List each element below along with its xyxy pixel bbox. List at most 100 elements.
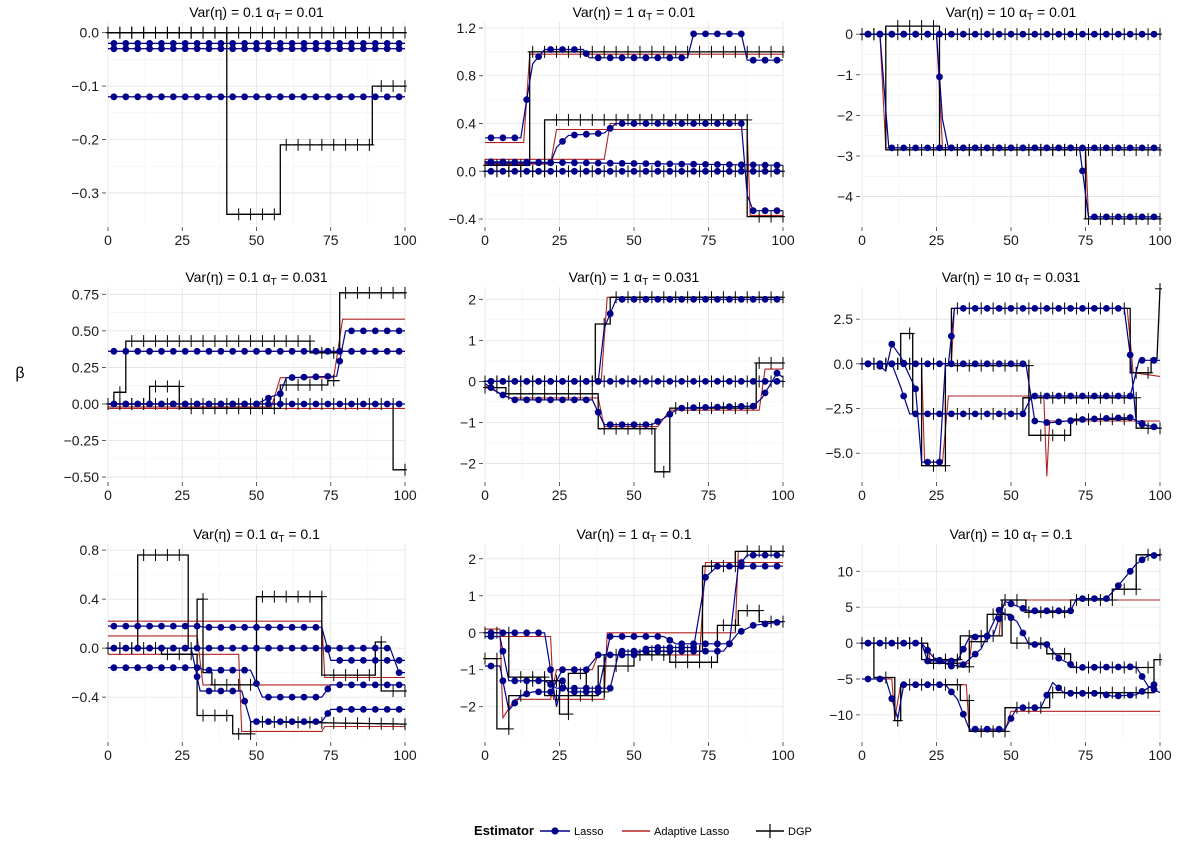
lasso-point: [737, 403, 745, 410]
lasso-point: [912, 681, 919, 689]
lasso-point: [936, 410, 943, 418]
lasso-point: [1103, 415, 1110, 422]
lasso-point: [523, 677, 531, 685]
lasso-point: [559, 159, 566, 167]
lasso-point: [146, 347, 154, 355]
lasso-point: [324, 45, 332, 53]
lasso-point: [948, 30, 955, 38]
lasso-point: [324, 400, 332, 408]
lasso-point: [241, 45, 249, 53]
lasso-point: [205, 623, 213, 631]
lasso-point: [749, 622, 757, 629]
lasso-point: [487, 378, 495, 385]
lasso-point: [360, 706, 367, 713]
lasso-point: [761, 167, 769, 175]
lasso-point: [288, 40, 296, 47]
lasso-point: [1114, 663, 1122, 671]
lasso-point: [395, 681, 403, 689]
lasso-point: [594, 167, 602, 175]
lasso-point: [535, 688, 542, 696]
lasso-point: [959, 305, 967, 312]
lasso-point: [1019, 305, 1027, 312]
lasso-point: [1067, 661, 1074, 668]
lasso-point: [1079, 595, 1086, 602]
lasso-point: [158, 45, 165, 53]
lasso-point: [571, 46, 578, 53]
lasso-point: [134, 644, 142, 652]
lasso-point: [959, 360, 967, 368]
lasso-point: [948, 662, 955, 670]
lasso-point: [666, 410, 674, 418]
lasso-point: [158, 644, 165, 652]
lasso-point: [383, 681, 391, 689]
lasso-point: [110, 400, 118, 408]
legend-label-adaptive-lasso: Adaptive Lasso: [654, 826, 729, 838]
x-tick-label: 75: [323, 232, 339, 248]
lasso-point: [737, 559, 745, 566]
lasso-point: [122, 347, 130, 355]
lasso-point: [288, 718, 296, 725]
lasso-point: [395, 706, 403, 713]
lasso-point: [924, 360, 931, 368]
lasso-point: [900, 639, 908, 647]
lasso-point: [1103, 663, 1110, 671]
lasso-point: [1019, 360, 1027, 368]
legend-item-dgp: DGP: [756, 824, 812, 838]
lasso-point: [523, 158, 531, 166]
lasso-point: [146, 93, 154, 101]
lasso-point: [924, 646, 931, 654]
lasso-point: [995, 144, 1003, 152]
lasso-point: [654, 120, 662, 127]
lasso-point: [594, 54, 602, 62]
lasso-point: [654, 295, 662, 303]
lasso-point: [618, 378, 626, 385]
lasso-point: [499, 134, 507, 142]
lasso-point: [924, 458, 931, 466]
lasso-point: [371, 644, 379, 652]
lasso-point: [559, 684, 566, 692]
lasso-point: [276, 40, 284, 47]
lasso-point: [288, 693, 296, 701]
lasso-point: [678, 295, 686, 303]
lasso-point: [110, 644, 118, 652]
lasso-point: [888, 360, 896, 368]
lasso-point: [1091, 144, 1098, 152]
lasso-point: [499, 677, 507, 685]
lasso-point: [1031, 417, 1039, 425]
lasso-point: [547, 688, 554, 696]
lasso-point: [1079, 30, 1086, 38]
lasso-point: [360, 644, 367, 652]
y-tick-label: 0.4: [457, 116, 477, 132]
lasso-point: [702, 378, 709, 385]
lasso-point: [499, 158, 507, 166]
lasso-point: [924, 681, 931, 689]
x-tick-label: 100: [393, 747, 417, 763]
lasso-point: [924, 30, 931, 38]
lasso-point: [1114, 582, 1122, 589]
lasso-point: [300, 718, 308, 725]
lasso-point: [606, 54, 614, 62]
lasso-point: [995, 305, 1003, 312]
lasso-point: [300, 644, 308, 652]
lasso-point: [761, 161, 769, 169]
lasso-point: [1126, 351, 1134, 359]
lasso-point: [158, 93, 165, 101]
lasso-point: [1043, 641, 1051, 648]
x-tick-label: 100: [771, 232, 795, 248]
lasso-point: [360, 681, 367, 689]
lasso-point: [193, 40, 201, 47]
lasso-point: [300, 693, 308, 701]
y-tick-label: −1: [837, 67, 853, 83]
lasso-point: [1067, 30, 1074, 38]
lasso-point: [487, 134, 495, 142]
lasso-point: [1091, 689, 1098, 697]
lasso-point: [535, 677, 542, 685]
lasso-point: [205, 347, 213, 355]
lasso-point: [193, 644, 201, 652]
lasso-point: [630, 160, 638, 167]
lasso-point: [547, 681, 554, 688]
lasso-point: [371, 681, 379, 689]
lasso-point: [122, 93, 130, 101]
lasso-point: [360, 45, 367, 53]
lasso-point: [630, 120, 638, 127]
